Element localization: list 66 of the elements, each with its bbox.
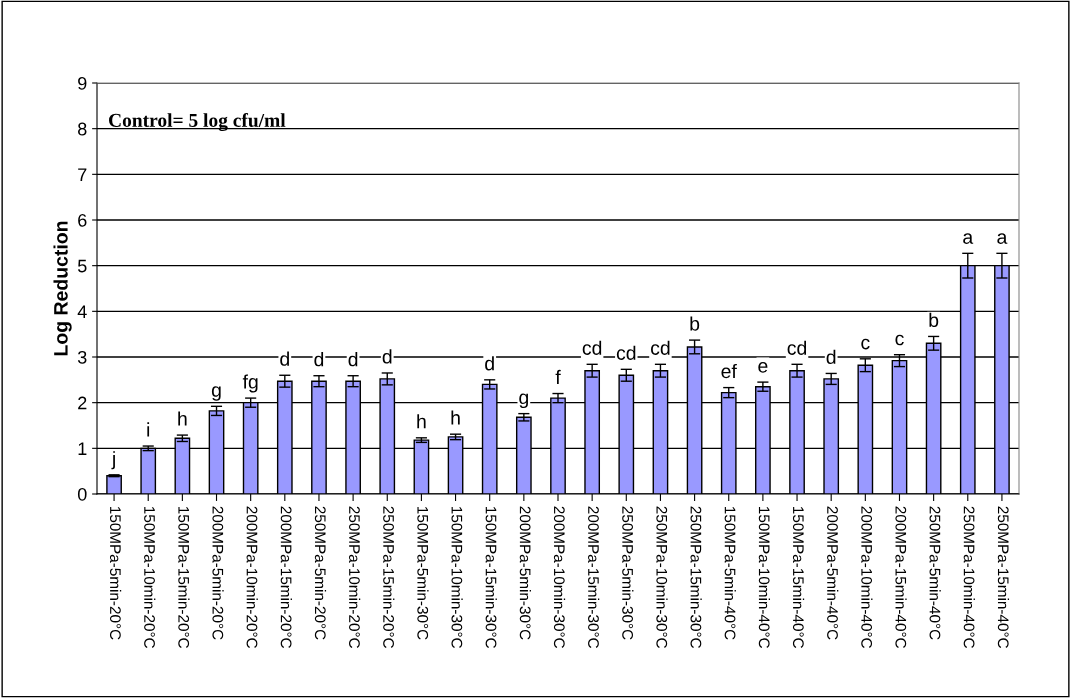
annotation: d [348, 352, 358, 367]
x-tick-label: 200MPa-5min-30°C [519, 506, 531, 640]
annotation: g [519, 393, 529, 409]
x-tick-label: 200MPa-15min-30°C [588, 506, 600, 649]
annotation: ef [721, 363, 737, 379]
x-tick-label: 200MPa-15min-40°C [895, 506, 907, 649]
annotation: a [963, 233, 974, 244]
x-tick-label: 250MPa-15min-30°C [690, 506, 702, 649]
y-tick-label: 6 [78, 213, 87, 227]
x-tick-label: 150MPa-10min-40°C [758, 506, 771, 649]
annotation: d [280, 351, 289, 366]
y-tick-label: 2 [78, 396, 87, 410]
x-tick-label: 250MPa-10min-20°C [349, 506, 361, 649]
annotation: c [861, 338, 870, 350]
x-tick-label: 200MPa-10min-30°C [553, 506, 566, 649]
annotation: d [485, 356, 494, 371]
x-tick-label: 150MPa-5min-40°C [724, 506, 736, 640]
annotation: cd [787, 340, 807, 355]
annotation: a [997, 233, 1008, 244]
y-tick-label: 4 [77, 305, 87, 318]
x-tick-label: 200MPa-5min-20°C [212, 506, 224, 640]
y-tick-label: 5 [77, 259, 87, 273]
y-tick-label: 7 [78, 168, 87, 181]
x-tick-label: 250MPa-15min-20°C [383, 506, 395, 649]
x-tick-label: 150MPa-10min-30°C [451, 506, 463, 649]
annotation: d [382, 349, 392, 364]
annotation: e [758, 362, 768, 373]
annotation: cd [651, 340, 670, 355]
annotation: h [417, 414, 426, 429]
x-tick-label: 250MPa-5min-20°C [314, 506, 327, 640]
x-tick-label: 250MPa-5min-40°C [929, 506, 941, 640]
annotation: c [895, 334, 904, 346]
x-tick-label: 250MPa-15min-40°C [997, 506, 1010, 649]
y-axis-title: Log Reduction [53, 221, 72, 356]
x-tick-label: 200MPa-10min-40°C [861, 506, 873, 649]
x-tick-label: 150MPa-15min-20°C [178, 506, 190, 649]
x-tick-label: 150MPa-15min-30°C [485, 506, 497, 649]
annotation: cd [582, 340, 602, 355]
x-tick-label: 200MPa-5min-40°C [827, 506, 839, 640]
annotation: i [147, 422, 150, 437]
annotation: h [178, 411, 187, 426]
annotation: b [690, 316, 700, 331]
x-tick-label: 150MPa-15min-40°C [792, 506, 805, 649]
x-tick-label: 150MPa-10min-20°C [144, 506, 156, 649]
y-tick-label: 9 [78, 76, 87, 90]
y-tick-label: 0 [77, 487, 87, 501]
annotation: b [929, 312, 939, 328]
x-tick-label: 250MPa-10min-30°C [656, 506, 668, 649]
annotation: Control= 5 log cfu/ml [109, 113, 286, 132]
annotation: j [111, 451, 115, 470]
x-tick-label: 200MPa-10min-20°C [246, 506, 258, 649]
x-tick-label: 150MPa-5min-20°C [109, 506, 122, 640]
annotation: d [826, 349, 836, 365]
y-tick-label: 8 [78, 122, 87, 136]
x-tick-label: 200MPa-15min-20°C [280, 506, 292, 649]
annotation: g [211, 386, 221, 401]
x-tick-label: 150MPa-5min-30°C [417, 506, 429, 640]
x-tick-label: 250MPa-5min-30°C [622, 506, 634, 640]
annotation: d [314, 352, 324, 367]
x-tick-label: 250MPa-10min-40°C [963, 506, 975, 649]
annotation: cd [616, 345, 636, 360]
y-tick-label: 1 [78, 442, 87, 455]
annotation: fg [242, 374, 258, 393]
annotation: f [555, 369, 561, 384]
annotation: h [451, 410, 460, 425]
y-tick-label: 3 [77, 350, 87, 364]
